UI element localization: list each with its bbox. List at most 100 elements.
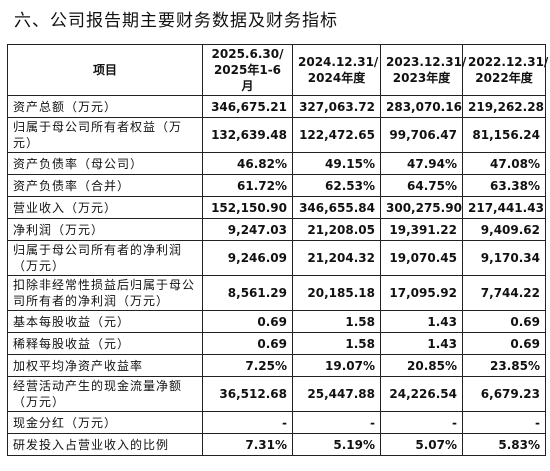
row-label: 归属于母公司所有者的净利润（万元） xyxy=(7,240,203,276)
value-cell: 64.75% xyxy=(380,174,463,197)
header-line: 2025年1-6月 xyxy=(213,63,282,93)
table-row: 研发投入占营业收入的比例 7.31% 5.19% 5.07% 5.83% xyxy=(7,433,546,456)
table-row: 净利润（万元） 9,247.03 21,208.05 19,391.22 9,409.6… xyxy=(7,218,546,241)
value-cell: 25,447.88 xyxy=(292,376,381,412)
value-cell: 0.69 xyxy=(462,332,546,355)
value-cell: 99,706.47 xyxy=(380,117,463,153)
value-cell: 9,409.62 xyxy=(462,218,546,241)
value-cell: 19.07% xyxy=(292,354,381,377)
row-label: 资产负债率（合并） xyxy=(7,174,203,197)
value-cell: 46.82% xyxy=(202,152,293,175)
header-cell: 2024.12.31/2024年度 xyxy=(292,44,381,96)
value-cell: 20,185.18 xyxy=(292,275,381,311)
header-line: 2025.6.30/ xyxy=(211,47,284,61)
header-line: 2023.12.31/ xyxy=(386,55,467,69)
value-cell: 20.85% xyxy=(380,354,463,377)
value-cell: 24,226.54 xyxy=(380,376,463,412)
value-cell: 0.69 xyxy=(462,310,546,333)
header-line: 2023年度 xyxy=(392,71,451,85)
header-line: 2022年度 xyxy=(475,71,533,85)
value-cell: 9,246.09 xyxy=(202,240,293,276)
row-label: 研发投入占营业收入的比例 xyxy=(7,433,203,456)
value-cell: 6,679.23 xyxy=(462,376,546,412)
value-cell: 1.43 xyxy=(380,332,463,355)
value-cell: 63.38% xyxy=(462,174,546,197)
table-row: 经营活动产生的现金流量净额（万元） 36,512.68 25,447.88 24,22… xyxy=(7,376,546,412)
header-line: 项目 xyxy=(92,63,117,77)
value-cell: 7.31% xyxy=(202,433,293,456)
value-cell: 47.08% xyxy=(462,152,546,175)
row-label: 基本每股收益（元） xyxy=(7,310,203,333)
value-cell: 283,070.16 xyxy=(380,95,463,118)
value-cell: 327,063.72 xyxy=(292,95,381,118)
value-cell: 9,247.03 xyxy=(202,218,293,241)
table-row: 稀释每股收益（元） 0.69 1.58 1.43 0.69 xyxy=(7,332,546,355)
value-cell: - xyxy=(462,411,546,434)
header-cell: 2025.6.30/2025年1-6月 xyxy=(202,44,293,96)
header-row: 项目 2025.6.30/2025年1-6月 2024.12.31/2024年度 20… xyxy=(7,44,549,96)
row-label: 加权平均净资产收益率 xyxy=(7,354,203,377)
value-cell: - xyxy=(380,411,463,434)
value-cell: 9,170.34 xyxy=(462,240,546,276)
row-label: 归属于母公司所有者权益（万元） xyxy=(7,117,203,153)
table-row: 资产负债率（母公司） 46.82% 49.15% 47.94% 47.08% xyxy=(7,152,546,175)
value-cell: - xyxy=(202,411,293,434)
table-row: 现金分红（万元） - - - - xyxy=(7,411,546,434)
value-cell: 152,150.90 xyxy=(202,196,293,219)
row-label: 资产负债率（母公司） xyxy=(7,152,203,175)
value-cell: 1.43 xyxy=(380,310,463,333)
value-cell: 0.69 xyxy=(202,310,293,333)
row-label: 资产总额（万元） xyxy=(7,95,203,118)
section-title: 六、公司报告期主要财务数据及财务指标 xyxy=(14,11,338,31)
value-cell: 346,675.21 xyxy=(202,95,293,118)
value-cell: 61.72% xyxy=(202,174,293,197)
value-cell: 7.25% xyxy=(202,354,293,377)
row-label: 稀释每股收益（元） xyxy=(7,332,203,355)
table-row: 资产负债率（合并） 61.72% 62.53% 64.75% 63.38% xyxy=(7,174,546,197)
value-cell: 23.85% xyxy=(462,354,546,377)
value-cell: 62.53% xyxy=(292,174,381,197)
value-cell: 8,561.29 xyxy=(202,275,293,311)
header-cell: 2023.12.31/2023年度 xyxy=(380,44,467,96)
table-row: 基本每股收益（元） 0.69 1.58 1.43 0.69 xyxy=(7,310,546,333)
table-row: 归属于母公司所有者的净利润（万元） 9,246.09 21,204.32 19,070… xyxy=(7,240,546,276)
value-cell: 36,512.68 xyxy=(202,376,293,412)
value-cell: 300,275.90 xyxy=(380,196,463,219)
table-row: 营业收入（万元） 152,150.90 346,655.84 300,275.90 21… xyxy=(7,196,546,219)
row-label: 扣除非经常性损益后归属于母公司所有者的净利润（万元） xyxy=(7,275,203,311)
table-row: 归属于母公司所有者权益（万元） 132,639.48 122,472.65 99,70… xyxy=(7,117,546,153)
value-cell: 49.15% xyxy=(292,152,381,175)
value-cell: 19,391.22 xyxy=(380,218,463,241)
value-cell: 1.58 xyxy=(292,332,381,355)
value-cell: 0.69 xyxy=(202,332,293,355)
value-cell: 5.83% xyxy=(462,433,546,456)
value-cell: 21,204.32 xyxy=(292,240,381,276)
value-cell: 217,441.43 xyxy=(462,196,546,219)
header-line: 2022.12.31/ xyxy=(468,55,549,69)
table-row: 资产总额（万元） 346,675.21 327,063.72 283,070.16 21… xyxy=(7,95,546,118)
financial-table: 项目 2025.6.30/2025年1-6月 2024.12.31/2024年度 20… xyxy=(7,44,549,456)
value-cell: 47.94% xyxy=(380,152,463,175)
value-cell: 81,156.24 xyxy=(462,117,546,153)
header-cell: 项目 xyxy=(7,44,203,96)
row-label: 净利润（万元） xyxy=(7,218,203,241)
header-line: 2024年度 xyxy=(307,71,366,85)
row-label: 经营活动产生的现金流量净额（万元） xyxy=(7,376,203,412)
row-label: 营业收入（万元） xyxy=(7,196,203,219)
value-cell: 19,070.45 xyxy=(380,240,463,276)
value-cell: 5.07% xyxy=(380,433,463,456)
header-cell: 2022.12.31/2022年度 xyxy=(462,44,549,96)
value-cell: 5.19% xyxy=(292,433,381,456)
value-cell: 132,639.48 xyxy=(202,117,293,153)
table-row: 加权平均净资产收益率 7.25% 19.07% 20.85% 23.85% xyxy=(7,354,546,377)
value-cell: 219,262.28 xyxy=(462,95,546,118)
value-cell: 7,744.22 xyxy=(462,275,546,311)
value-cell: 1.58 xyxy=(292,310,381,333)
header-line: 2024.12.31/ xyxy=(298,55,379,69)
table-row: 扣除非经常性损益后归属于母公司所有者的净利润（万元） 8,561.29 20,185… xyxy=(7,275,546,311)
table-body: 资产总额（万元） 346,675.21 327,063.72 283,070.16 21… xyxy=(7,95,546,456)
value-cell: 346,655.84 xyxy=(292,196,381,219)
value-cell: 122,472.65 xyxy=(292,117,381,153)
value-cell: - xyxy=(292,411,381,434)
